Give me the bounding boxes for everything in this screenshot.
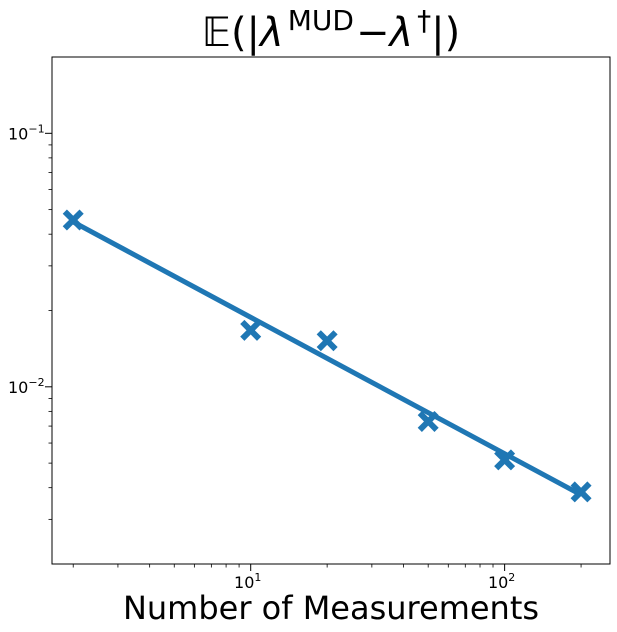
data-point-marker <box>494 449 516 471</box>
title-sup-dagger: † <box>417 4 431 37</box>
data-point-marker <box>240 319 262 341</box>
title-sup-mud: MUD <box>288 4 354 37</box>
data-point-marker <box>570 481 592 503</box>
title-expectation: 𝔼 <box>202 10 231 56</box>
data-point-marker <box>316 330 338 352</box>
x-tick-label: 102 <box>488 571 515 592</box>
data-marks <box>62 209 592 503</box>
title-lambda-2: λ <box>387 10 413 56</box>
data-point-marker <box>417 410 439 432</box>
data-point-marker <box>62 209 84 231</box>
title-close: |) <box>431 10 460 56</box>
y-tick-label: 10−2 <box>8 376 45 397</box>
axes: 101 102 10−2 10−1 <box>8 122 582 592</box>
title-open: (| <box>231 10 260 56</box>
x-axis-label: Number of Measurements <box>123 589 539 627</box>
title-minus: − <box>356 10 390 56</box>
title-lambda-1: λ <box>258 10 284 56</box>
y-tick-label: 10−1 <box>8 122 45 143</box>
fit-line <box>72 219 583 497</box>
chart-title: 𝔼(|λ MUD−λ †|) <box>202 4 460 56</box>
x-tick-label: 101 <box>234 571 261 592</box>
